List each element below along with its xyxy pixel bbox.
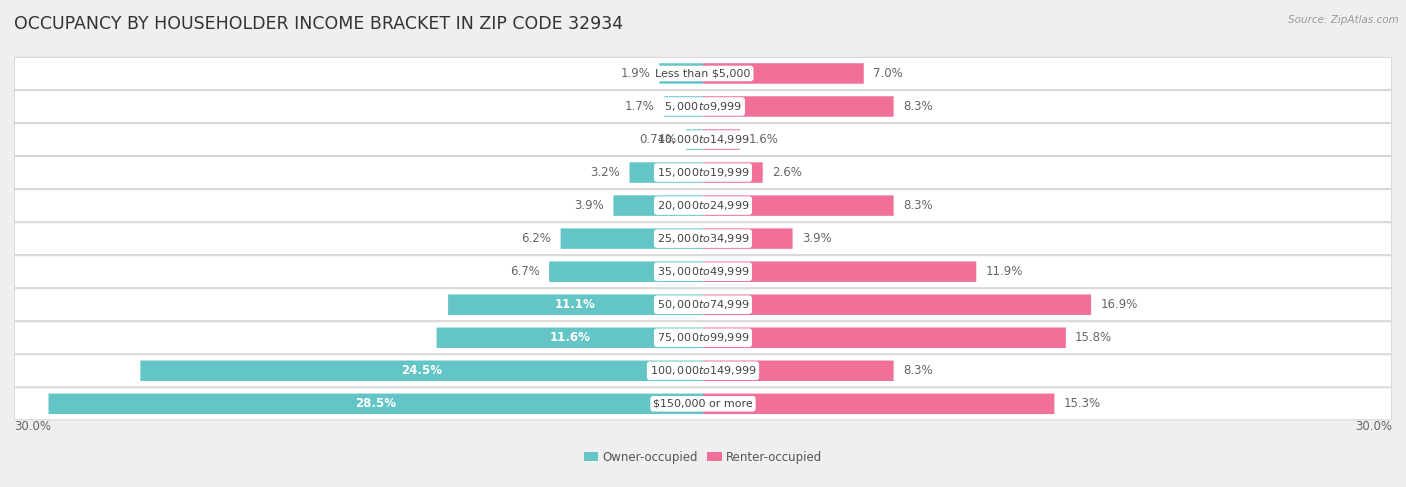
FancyBboxPatch shape [703, 262, 976, 282]
Text: 16.9%: 16.9% [1101, 298, 1137, 311]
FancyBboxPatch shape [664, 96, 703, 117]
Text: 28.5%: 28.5% [356, 397, 396, 410]
FancyBboxPatch shape [703, 360, 894, 381]
FancyBboxPatch shape [703, 162, 762, 183]
Text: $25,000 to $34,999: $25,000 to $34,999 [657, 232, 749, 245]
Text: $50,000 to $74,999: $50,000 to $74,999 [657, 298, 749, 311]
Text: 7.0%: 7.0% [873, 67, 903, 80]
FancyBboxPatch shape [703, 228, 793, 249]
Text: 11.1%: 11.1% [555, 298, 596, 311]
FancyBboxPatch shape [703, 195, 894, 216]
Text: 3.9%: 3.9% [575, 199, 605, 212]
FancyBboxPatch shape [703, 295, 1091, 315]
FancyBboxPatch shape [703, 63, 863, 84]
FancyBboxPatch shape [141, 360, 703, 381]
FancyBboxPatch shape [703, 129, 740, 150]
FancyBboxPatch shape [550, 262, 703, 282]
Text: 15.3%: 15.3% [1063, 397, 1101, 410]
FancyBboxPatch shape [14, 322, 1392, 354]
Text: 1.7%: 1.7% [624, 100, 655, 113]
FancyBboxPatch shape [14, 189, 1392, 222]
FancyBboxPatch shape [14, 223, 1392, 255]
Text: 6.2%: 6.2% [522, 232, 551, 245]
Text: $10,000 to $14,999: $10,000 to $14,999 [657, 133, 749, 146]
FancyBboxPatch shape [703, 327, 1066, 348]
Text: $20,000 to $24,999: $20,000 to $24,999 [657, 199, 749, 212]
FancyBboxPatch shape [686, 129, 703, 150]
Text: Source: ZipAtlas.com: Source: ZipAtlas.com [1288, 15, 1399, 25]
Text: 11.9%: 11.9% [986, 265, 1022, 278]
FancyBboxPatch shape [630, 162, 703, 183]
Text: 15.8%: 15.8% [1076, 331, 1112, 344]
Text: 3.9%: 3.9% [801, 232, 831, 245]
Text: 8.3%: 8.3% [903, 199, 932, 212]
Text: Less than $5,000: Less than $5,000 [655, 69, 751, 78]
FancyBboxPatch shape [613, 195, 703, 216]
FancyBboxPatch shape [14, 388, 1392, 420]
Text: $150,000 or more: $150,000 or more [654, 399, 752, 409]
FancyBboxPatch shape [14, 355, 1392, 387]
FancyBboxPatch shape [14, 289, 1392, 321]
FancyBboxPatch shape [659, 63, 703, 84]
Text: 3.2%: 3.2% [591, 166, 620, 179]
FancyBboxPatch shape [48, 393, 703, 414]
Text: $75,000 to $99,999: $75,000 to $99,999 [657, 331, 749, 344]
FancyBboxPatch shape [14, 156, 1392, 188]
Text: 8.3%: 8.3% [903, 364, 932, 377]
FancyBboxPatch shape [561, 228, 703, 249]
Text: OCCUPANCY BY HOUSEHOLDER INCOME BRACKET IN ZIP CODE 32934: OCCUPANCY BY HOUSEHOLDER INCOME BRACKET … [14, 15, 623, 33]
Text: 2.6%: 2.6% [772, 166, 801, 179]
Legend: Owner-occupied, Renter-occupied: Owner-occupied, Renter-occupied [579, 446, 827, 468]
Text: 24.5%: 24.5% [401, 364, 441, 377]
FancyBboxPatch shape [14, 124, 1392, 155]
Text: 11.6%: 11.6% [550, 331, 591, 344]
Text: $100,000 to $149,999: $100,000 to $149,999 [650, 364, 756, 377]
Text: 1.9%: 1.9% [620, 67, 650, 80]
Text: 1.6%: 1.6% [749, 133, 779, 146]
Text: $35,000 to $49,999: $35,000 to $49,999 [657, 265, 749, 278]
Text: 6.7%: 6.7% [510, 265, 540, 278]
Text: 8.3%: 8.3% [903, 100, 932, 113]
Text: 0.74%: 0.74% [640, 133, 676, 146]
FancyBboxPatch shape [14, 57, 1392, 90]
FancyBboxPatch shape [703, 96, 894, 117]
Text: $5,000 to $9,999: $5,000 to $9,999 [664, 100, 742, 113]
FancyBboxPatch shape [703, 393, 1054, 414]
FancyBboxPatch shape [449, 295, 703, 315]
Text: 30.0%: 30.0% [1355, 420, 1392, 433]
FancyBboxPatch shape [437, 327, 703, 348]
FancyBboxPatch shape [14, 256, 1392, 288]
Text: $15,000 to $19,999: $15,000 to $19,999 [657, 166, 749, 179]
Text: 30.0%: 30.0% [14, 420, 51, 433]
FancyBboxPatch shape [14, 91, 1392, 123]
